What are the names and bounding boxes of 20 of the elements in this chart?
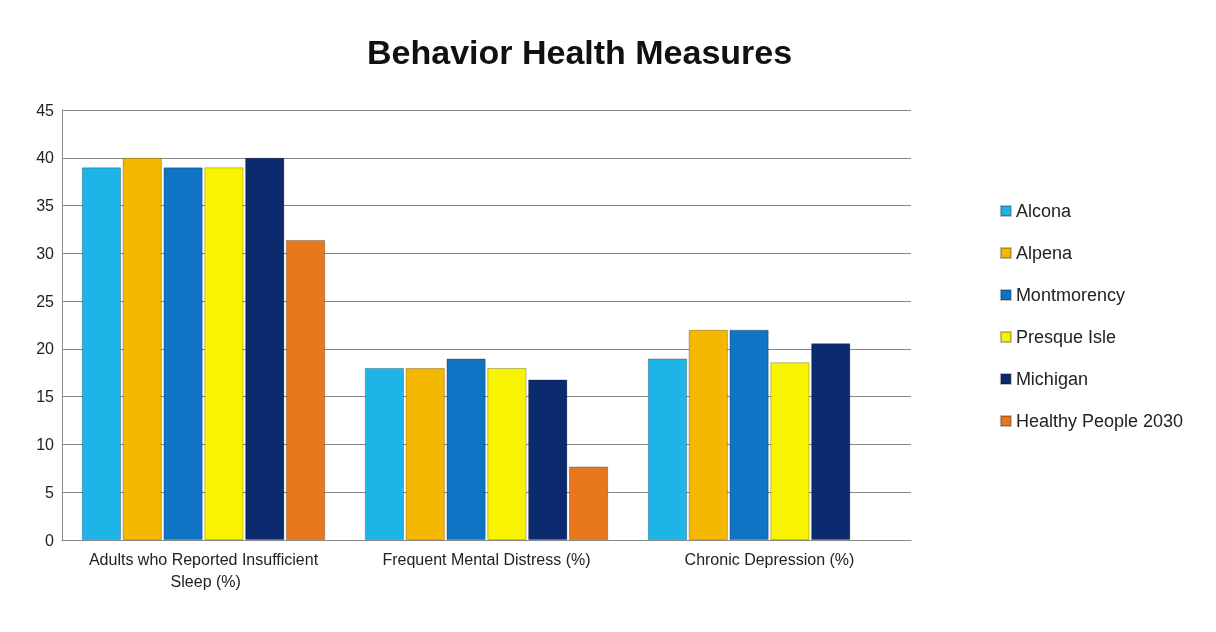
y-tick-label: 0	[45, 531, 55, 549]
y-tick-label: 30	[36, 244, 55, 262]
y-tick-label: 10	[36, 435, 55, 453]
legend-label: Michigan	[1015, 369, 1088, 389]
x-tick-label: Frequent Mental Distress (%)	[382, 550, 591, 568]
y-tick-label: 45	[36, 101, 55, 119]
legend-label: Presque Isle	[1015, 327, 1116, 347]
x-tick-label: Adults who Reported Insufficient Sleep (%)	[88, 550, 319, 590]
y-tick-label: 15	[36, 388, 55, 406]
y-tick-label: 35	[36, 197, 55, 215]
legend-label: Montmorency	[1015, 285, 1125, 305]
legend-label: Healthy People 2030	[1015, 411, 1183, 431]
y-tick-label: 25	[36, 292, 55, 310]
y-tick-label: 40	[36, 149, 55, 167]
y-tick-label: 5	[45, 483, 55, 501]
chart-title: Behavior Health Measures	[367, 33, 793, 71]
x-tick-label: Chronic Depression (%)	[684, 550, 855, 568]
y-tick-label: 20	[36, 340, 55, 358]
legend-label: Alcona	[1015, 201, 1072, 221]
legend-label: Alpena	[1015, 243, 1073, 263]
